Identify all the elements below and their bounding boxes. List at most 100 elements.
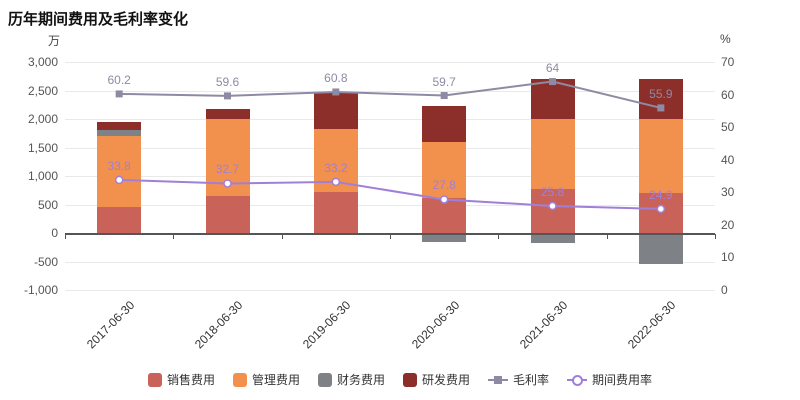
gridline	[65, 62, 715, 63]
x-axis-tick	[65, 234, 66, 239]
y-axis-left-tick-label: 3,000	[27, 55, 58, 69]
y-axis-right-tick-label: 30	[721, 185, 735, 200]
gridline	[65, 119, 715, 120]
circle-marker	[114, 175, 124, 185]
line-value-label: 27.8	[432, 178, 456, 193]
bar-segment-研发费用	[638, 79, 683, 119]
gridline	[65, 147, 715, 149]
square-marker	[332, 88, 340, 96]
legend-item-期间费用率[interactable]: 期间费用率	[567, 371, 652, 388]
x-axis-tick	[281, 234, 283, 239]
y-axis-right-tick-label: 40	[721, 152, 735, 167]
right-axis-unit: %	[720, 32, 731, 46]
line-value-label: 55.9	[649, 86, 673, 101]
legend-label: 研发费用	[422, 373, 471, 387]
x-axis-category-label: 2020-06-30	[408, 298, 463, 352]
x-axis-tick	[173, 234, 175, 239]
square-marker	[224, 92, 231, 100]
x-axis-category-label: 2022-06-30	[625, 298, 679, 352]
y-axis-right-tick-label: 0	[721, 283, 728, 297]
legend-item-研发费用[interactable]: 研发费用	[403, 371, 470, 388]
x-axis-tick	[715, 234, 716, 239]
legend-marker-财务费用	[317, 372, 332, 387]
y-axis-left-tick-label: -1,000	[23, 283, 58, 297]
bar-segment-管理费用	[530, 119, 575, 189]
bar-segment-研发费用	[422, 106, 467, 142]
legend-marker-研发费用	[403, 372, 417, 387]
y-axis-left-tick-label: 1,500	[27, 140, 58, 155]
line-value-label: 60.8	[324, 70, 348, 85]
gridline	[65, 90, 715, 92]
circle-marker	[548, 201, 557, 211]
bar-segment-管理费用	[422, 141, 467, 198]
line-value-label: 60.2	[107, 72, 131, 87]
y-axis-left-tick-label: 2,500	[27, 83, 58, 98]
legend-item-管理费用[interactable]: 管理费用	[232, 371, 300, 388]
gridline	[65, 290, 715, 291]
y-axis-right-tick-label: 60	[721, 87, 735, 102]
legend-item-财务费用[interactable]: 财务费用	[317, 371, 385, 388]
line-value-label: 33.8	[107, 158, 131, 173]
x-axis-category-label: 2019-06-30	[300, 298, 354, 352]
bar-segment-管理费用	[638, 119, 683, 194]
legend-marker-销售费用	[147, 372, 162, 387]
y-axis-left-tick-label: 0	[51, 226, 58, 240]
bar-segment-财务费用	[530, 233, 575, 243]
legend-marker-毛利率	[488, 374, 509, 386]
line-value-label: 59.7	[432, 74, 456, 89]
y-axis-right-tick-label: 50	[721, 120, 735, 135]
square-marker	[440, 92, 448, 100]
bar-segment-财务费用	[638, 233, 683, 265]
bar-segment-财务费用	[422, 233, 467, 242]
legend-item-销售费用[interactable]: 销售费用	[147, 371, 215, 388]
y-axis-right-tick-label: 70	[721, 55, 735, 69]
x-axis-tick	[498, 234, 500, 239]
legend-marker-期间费用率	[567, 374, 588, 386]
bar-segment-销售费用	[205, 195, 250, 233]
bar-segment-财务费用	[97, 130, 142, 137]
circle-marker	[223, 179, 232, 188]
bar-segment-研发费用	[313, 92, 358, 130]
circle-marker	[439, 195, 449, 204]
bar-segment-销售费用	[530, 188, 575, 233]
y-axis-left-tick-label: -500	[33, 254, 58, 269]
legend-item-毛利率[interactable]: 毛利率	[488, 371, 549, 388]
line-value-label: 25.8	[540, 184, 565, 199]
x-axis-category-label: 2018-06-30	[192, 298, 246, 352]
bar-segment-研发费用	[97, 121, 142, 131]
circle-marker	[656, 204, 666, 214]
legend-label: 财务费用	[336, 373, 385, 387]
square-marker	[657, 104, 665, 112]
square-marker	[549, 78, 556, 86]
bar-segment-研发费用	[205, 108, 250, 119]
square-marker	[115, 90, 123, 98]
line-series-layer	[114, 78, 666, 214]
bar-segment-销售费用	[313, 191, 358, 233]
y-axis-left-tick-label: 500	[37, 197, 58, 212]
line-value-label: 64	[545, 60, 560, 75]
y-axis-left-tick-label: 2,000	[27, 112, 58, 126]
x-axis-tick	[606, 234, 608, 239]
x-axis-category-label: 2021-06-30	[517, 298, 571, 352]
gridline	[65, 176, 715, 177]
gross-margin-line	[119, 80, 662, 109]
y-axis-right-tick-label: 10	[721, 250, 735, 265]
bar-segment-销售费用	[97, 207, 142, 233]
legend-label: 销售费用	[166, 373, 215, 387]
legend-label: 管理费用	[251, 373, 300, 387]
gridline	[65, 204, 715, 206]
x-axis-tick	[390, 234, 391, 239]
x-axis-category-label: 2017-06-30	[83, 298, 138, 352]
chart-title: 历年期间费用及毛利率变化	[8, 11, 189, 28]
line-value-label: 33.2	[324, 160, 348, 175]
x-axis-line	[65, 232, 715, 235]
y-axis-right-tick-label: 20	[721, 217, 735, 232]
line-value-label: 24.9	[649, 187, 673, 202]
legend: 销售费用 管理费用 财务费用 研发费用 毛利率 期间费用率	[0, 371, 800, 388]
period-expense-rate-line	[119, 178, 661, 210]
line-value-label: 32.7	[215, 162, 240, 177]
legend-label: 期间费用率	[592, 373, 653, 387]
legend-label: 毛利率	[513, 373, 550, 387]
circle-marker	[331, 177, 341, 187]
